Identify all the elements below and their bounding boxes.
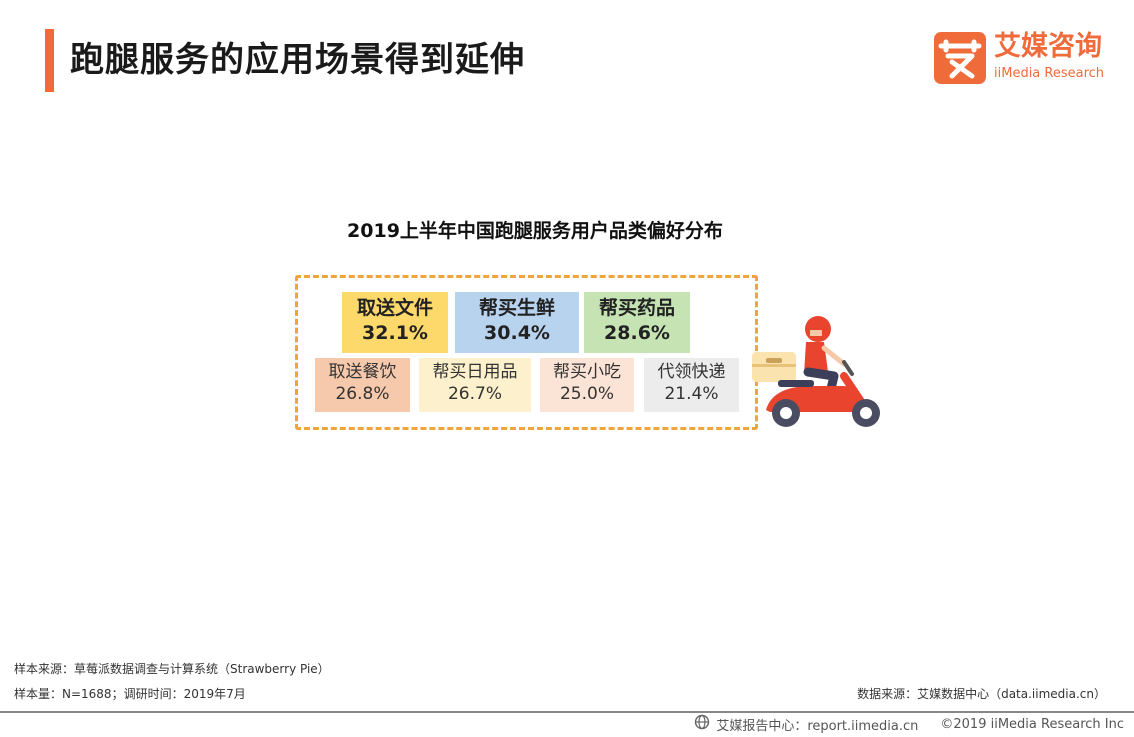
report-center-link[interactable]: 艾媒报告中心：report.iimedia.cn — [716, 718, 919, 734]
category-label: 取送餐饮 — [328, 362, 397, 382]
category-label: 代领快递 — [657, 362, 726, 382]
logo-en-text: iiMedia Research — [994, 66, 1105, 81]
category-value: 32.1% — [362, 322, 428, 344]
category-label: 帮买日用品 — [432, 362, 518, 382]
category-cell: 取送餐饮 26.8% — [315, 358, 410, 412]
category-value: 21.4% — [664, 384, 719, 404]
chart-title: 2019上半年中国跑腿服务用户品类偏好分布 — [347, 220, 723, 242]
delivery-scooter-icon — [748, 312, 888, 434]
category-cell: 代领快递 21.4% — [644, 358, 739, 412]
category-value: 28.6% — [604, 322, 670, 344]
footer-bar: 艾媒报告中心：report.iimedia.cn ©2019 iiMedia R… — [694, 714, 1124, 734]
category-cell: 帮买日用品 26.7% — [419, 358, 531, 412]
category-value: 26.8% — [335, 384, 390, 404]
category-label: 帮买小吃 — [553, 362, 621, 382]
category-cell: 帮买生鲜 30.4% — [455, 292, 579, 353]
sample-size: 样本量：N=1688；调研时间：2019年7月 — [14, 687, 246, 701]
category-value: 30.4% — [484, 322, 550, 344]
data-source: 数据来源：艾媒数据中心（data.iimedia.cn） — [857, 687, 1106, 701]
globe-icon — [694, 714, 710, 734]
category-cell: 帮买小吃 25.0% — [540, 358, 634, 412]
page-title: 跑腿服务的应用场景得到延伸 — [70, 40, 525, 80]
category-value: 25.0% — [559, 384, 614, 404]
footer-divider — [0, 711, 1134, 713]
iimedia-logo-icon — [934, 32, 986, 84]
sample-source: 样本来源：草莓派数据调查与计算系统（Strawberry Pie） — [14, 662, 330, 676]
title-accent-bar — [45, 29, 54, 92]
copyright: ©2019 iiMedia Research Inc — [940, 716, 1124, 732]
category-cell: 帮买药品 28.6% — [584, 292, 690, 353]
category-label: 帮买生鲜 — [478, 297, 555, 319]
category-label: 帮买药品 — [598, 297, 675, 319]
brand-logo: 艾媒咨询 iiMedia Research — [934, 32, 1114, 86]
logo-cn-text: 艾媒咨询 — [994, 31, 1102, 62]
category-cell: 取送文件 32.1% — [342, 292, 448, 353]
category-label: 取送文件 — [356, 297, 433, 319]
category-value: 26.7% — [447, 384, 502, 404]
